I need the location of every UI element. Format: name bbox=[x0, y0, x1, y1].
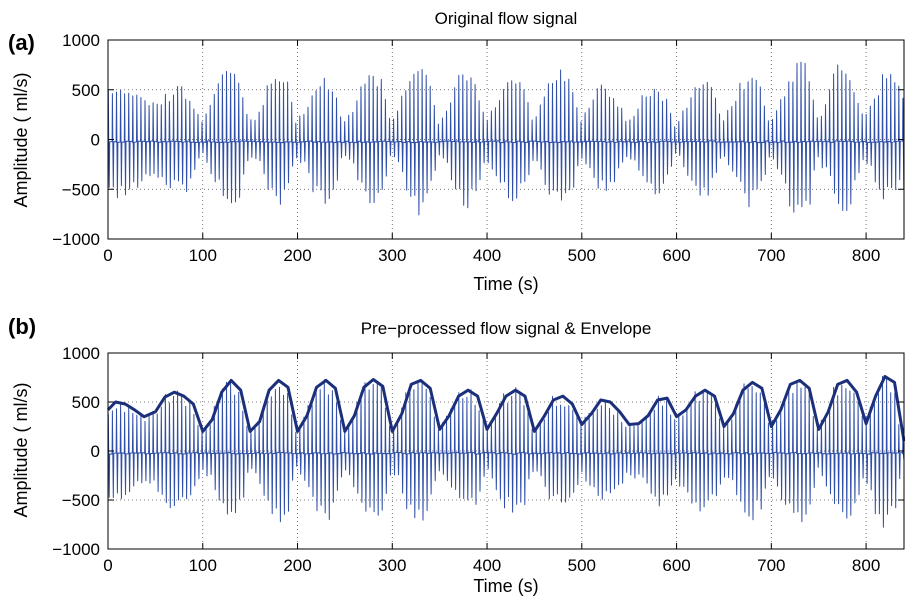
panel-b-envelope-series bbox=[106, 375, 905, 442]
y-tick-label: 1000 bbox=[62, 344, 100, 363]
y-tick-label: 1000 bbox=[62, 31, 100, 50]
x-tick-label: 0 bbox=[103, 246, 112, 265]
x-tick-label: 500 bbox=[568, 556, 596, 575]
y-tick-label: −500 bbox=[62, 180, 100, 199]
x-tick-label: 200 bbox=[283, 556, 311, 575]
x-tick-label: 300 bbox=[378, 246, 406, 265]
x-tick-label: 100 bbox=[189, 246, 217, 265]
y-tick-label: −1000 bbox=[52, 540, 100, 559]
x-tick-label: 200 bbox=[283, 246, 311, 265]
x-tick-label: 100 bbox=[189, 556, 217, 575]
panel-a: (a) Original flow signal 0 100 200 300 400 50… bbox=[8, 9, 905, 294]
flow-signal-line bbox=[107, 61, 905, 216]
x-tick-label: 0 bbox=[103, 556, 112, 575]
x-tick-label: 400 bbox=[473, 556, 501, 575]
panel-a-grid bbox=[108, 40, 904, 239]
x-tick-label: 300 bbox=[378, 556, 406, 575]
panel-b-ylabel: Amplitude ( ml/s) bbox=[11, 382, 31, 517]
panel-a-ylabel: Amplitude ( ml/s) bbox=[11, 72, 31, 207]
panel-b: (b) Pre−processed flow signal & Envelope… bbox=[8, 314, 905, 596]
panel-a-ticks: 0 100 200 300 400 500 600 700 800 −1000 −500 0 500 10… bbox=[52, 31, 904, 265]
panel-b-ticks: 0 100 200 300 400 500 600 700 800 −1000 −500 0 500 10… bbox=[52, 344, 904, 575]
y-tick-label: 0 bbox=[91, 131, 100, 150]
envelope-line bbox=[106, 375, 905, 442]
x-tick-label: 800 bbox=[852, 246, 880, 265]
x-tick-label: 800 bbox=[852, 556, 880, 575]
y-tick-label: 500 bbox=[72, 393, 100, 412]
y-tick-label: 0 bbox=[91, 442, 100, 461]
panel-b-xlabel: Time (s) bbox=[473, 576, 538, 596]
y-tick-label: −1000 bbox=[52, 230, 100, 249]
x-tick-label: 500 bbox=[568, 246, 596, 265]
x-tick-label: 600 bbox=[662, 556, 690, 575]
panel-a-xlabel: Time (s) bbox=[473, 274, 538, 294]
panel-a-signal-series bbox=[107, 61, 905, 216]
panel-b-label: (b) bbox=[8, 314, 36, 339]
y-tick-label: −500 bbox=[62, 491, 100, 510]
x-tick-label: 700 bbox=[757, 556, 785, 575]
panel-b-title: Pre−processed flow signal & Envelope bbox=[361, 319, 652, 338]
x-tick-label: 700 bbox=[757, 246, 785, 265]
panel-b-grid bbox=[108, 353, 904, 549]
panel-a-title: Original flow signal bbox=[435, 9, 578, 28]
x-tick-label: 600 bbox=[662, 246, 690, 265]
x-tick-label: 400 bbox=[473, 246, 501, 265]
panel-a-label: (a) bbox=[8, 30, 35, 55]
y-tick-label: 500 bbox=[72, 81, 100, 100]
